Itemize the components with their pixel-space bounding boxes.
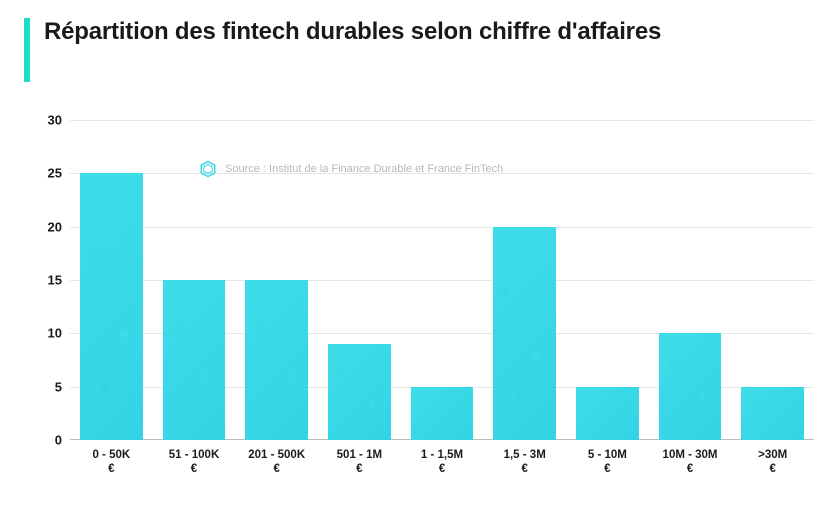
bar xyxy=(245,280,308,440)
y-tick-label: 0 xyxy=(55,433,62,448)
bar-slot xyxy=(566,120,649,440)
title-block: Répartition des fintech durables selon c… xyxy=(24,18,661,82)
x-tick-label: 501 - 1M€ xyxy=(318,448,401,477)
revenue-distribution-chart: 051015202530 Source : Institut de la Fin… xyxy=(24,120,814,490)
source-attribution: Source : Institut de la Finance Durable … xyxy=(199,160,503,178)
bar-slot xyxy=(731,120,814,440)
title-accent-bar xyxy=(24,18,30,82)
bar xyxy=(576,387,639,440)
y-axis: 051015202530 xyxy=(24,120,70,440)
bar xyxy=(411,387,474,440)
bar xyxy=(659,333,722,440)
x-axis-labels: 0 - 50K€51 - 100K€201 - 500K€501 - 1M€1 … xyxy=(70,448,814,477)
y-tick-label: 10 xyxy=(48,326,62,341)
page: Répartition des fintech durables selon c… xyxy=(0,0,839,519)
y-tick-label: 25 xyxy=(48,166,62,181)
y-tick-label: 5 xyxy=(55,379,62,394)
x-tick-label: 0 - 50K€ xyxy=(70,448,153,477)
y-tick-label: 30 xyxy=(48,113,62,128)
y-tick-label: 20 xyxy=(48,219,62,234)
page-title: Répartition des fintech durables selon c… xyxy=(44,18,661,47)
bar-slot xyxy=(649,120,732,440)
bar xyxy=(493,227,556,440)
x-tick-label: 10M - 30M€ xyxy=(649,448,732,477)
source-text: Source : Institut de la Finance Durable … xyxy=(225,163,503,175)
bar-slot xyxy=(70,120,153,440)
x-tick-label: 5 - 10M€ xyxy=(566,448,649,477)
x-tick-label: 201 - 500K€ xyxy=(235,448,318,477)
x-tick-label: 51 - 100K€ xyxy=(153,448,236,477)
x-tick-label: >30M€ xyxy=(731,448,814,477)
bar xyxy=(741,387,804,440)
bar xyxy=(80,173,143,440)
bar xyxy=(328,344,391,440)
x-tick-label: 1,5 - 3M€ xyxy=(483,448,566,477)
plot-area: Source : Institut de la Finance Durable … xyxy=(70,120,814,440)
hexagon-icon xyxy=(199,160,217,178)
bar xyxy=(163,280,226,440)
x-tick-label: 1 - 1,5M€ xyxy=(401,448,484,477)
y-tick-label: 15 xyxy=(48,273,62,288)
